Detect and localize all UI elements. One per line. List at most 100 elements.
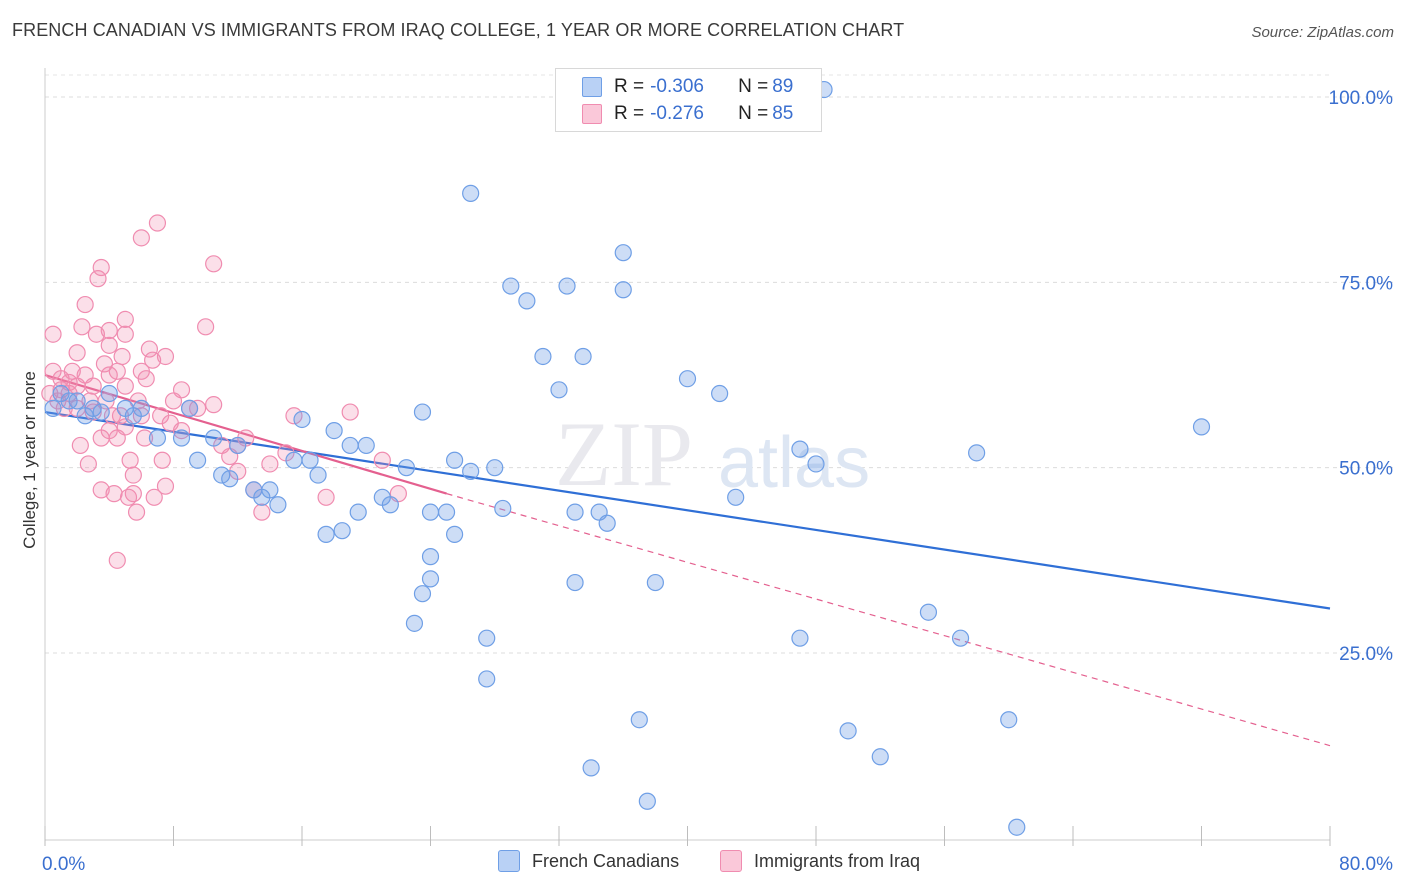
french-canadian-point [630, 711, 648, 729]
french-canadian-point [486, 459, 504, 477]
legend-n-value: 89 [772, 76, 794, 97]
french-canadian-point [357, 436, 375, 455]
french-canadian-point [534, 347, 552, 366]
iraq-point [127, 503, 146, 521]
french-canadian-point [919, 603, 938, 621]
legend-r-label: R = [614, 103, 645, 124]
french-canadian-point [807, 455, 825, 473]
y-tick-label: 25.0% [1339, 644, 1393, 665]
french-canadian-point [84, 399, 102, 417]
iraq-point [205, 396, 223, 414]
french-canadian-point [951, 629, 970, 647]
french-canadian-point [188, 451, 207, 469]
french-canadian-point [727, 488, 745, 506]
chart-title: FRENCH CANADIAN VS IMMIGRANTS FROM IRAQ … [12, 20, 905, 40]
iraq-point [100, 321, 118, 340]
french-canadian-point [566, 573, 584, 592]
legend-n-label: N = [738, 76, 769, 97]
french-canadian-point [445, 525, 464, 543]
iraq-point [87, 325, 106, 343]
iraq-point [317, 488, 335, 506]
french-canadian-point [646, 573, 664, 592]
iraq-point [144, 351, 162, 369]
french-canadian-point [213, 466, 231, 484]
french-canadian-point [968, 444, 986, 462]
french-canadian-point [293, 410, 311, 429]
iraq-point [113, 347, 131, 366]
iraq-trend-line-extension [446, 493, 1331, 747]
iraq-point [341, 403, 359, 421]
french-canadian-point [711, 384, 729, 403]
legend-n-label: N = [738, 103, 769, 124]
french-canadian-point [229, 436, 247, 455]
y-tick-label: 100.0% [1329, 88, 1394, 109]
iraq-point [108, 551, 126, 569]
french-canadian-point [205, 429, 223, 447]
source-label: Source: ZipAtlas.com [1251, 24, 1394, 41]
french-canadian-point [478, 629, 496, 647]
y-tick-label: 50.0% [1339, 459, 1393, 480]
x-tick-label: 0.0% [42, 854, 85, 875]
iraq-point [145, 488, 163, 506]
series-legend-french-canadians: French Canadians [498, 850, 679, 872]
french-canadian-point [462, 462, 480, 480]
iraq-point [253, 503, 271, 521]
french-canadian-point [1192, 418, 1211, 436]
iraq-point [108, 362, 126, 380]
iraq-point [105, 485, 123, 503]
iraq-point [92, 481, 110, 499]
french-canadian-point [397, 459, 416, 477]
french-canadian-point [172, 429, 191, 447]
french-canadian-point [221, 470, 239, 488]
french-canadian-point [791, 629, 809, 647]
french-canadian-point [180, 399, 199, 417]
french-canadian-point [791, 440, 809, 458]
french-canadian-point [349, 503, 367, 521]
french-canadian-point [518, 292, 536, 310]
french-canadian-point [100, 384, 118, 403]
axes [44, 68, 1331, 846]
correlation-legend: R = -0.306 N = 89 R = -0.276 N = 85 [555, 68, 822, 132]
french-canadian-trend-line [44, 410, 1331, 610]
french-canadian-point [309, 466, 327, 484]
legend-row-iraq: R = -0.276 N = 85 [556, 100, 793, 128]
french-canadian-point [381, 496, 399, 514]
iraq-point [100, 336, 118, 354]
iraq-point [84, 377, 102, 395]
french-canadian-point [558, 277, 576, 295]
french-canadian-point [1000, 711, 1018, 729]
tick-labels: 100.0% 75.0% 50.0% 25.0% 0.0% 80.0% [42, 88, 1393, 875]
french-canadian-point [598, 514, 616, 532]
french-canadian-point [413, 403, 432, 421]
iraq-point [100, 366, 118, 384]
legend-n-value: 85 [772, 103, 794, 124]
iraq-point [137, 370, 155, 388]
french-canadian-point [478, 670, 496, 688]
french-canadian-point [614, 244, 632, 262]
french-canadian-point [550, 381, 568, 399]
french-canadian-point [421, 548, 440, 566]
watermark-atlas: atlas [718, 423, 870, 503]
french-canadian-point [678, 370, 697, 388]
iraq-point [79, 455, 97, 473]
french-canadian-point [421, 503, 440, 521]
french-canadian-point [445, 451, 464, 469]
series-swatch-pink [720, 850, 742, 872]
french-canadian-point [132, 399, 150, 417]
iraq-point [44, 325, 62, 343]
legend-swatch-blue [582, 77, 602, 97]
series-legend-label: French Canadians [532, 850, 680, 871]
series-swatch-blue [498, 850, 520, 872]
legend-r-value: -0.276 [650, 103, 704, 124]
series-legend: French Canadians Immigrants from Iraq [0, 850, 1406, 880]
iraq-point [89, 270, 107, 288]
iraq-point [124, 485, 142, 503]
y-tick-label: 75.0% [1339, 273, 1393, 294]
iraq-point [172, 381, 191, 399]
french-canadian-point [582, 759, 600, 777]
french-canadian-point [285, 451, 303, 469]
iraq-point [261, 455, 279, 473]
iraq-point [116, 377, 134, 395]
french-canadian-point [269, 496, 287, 514]
